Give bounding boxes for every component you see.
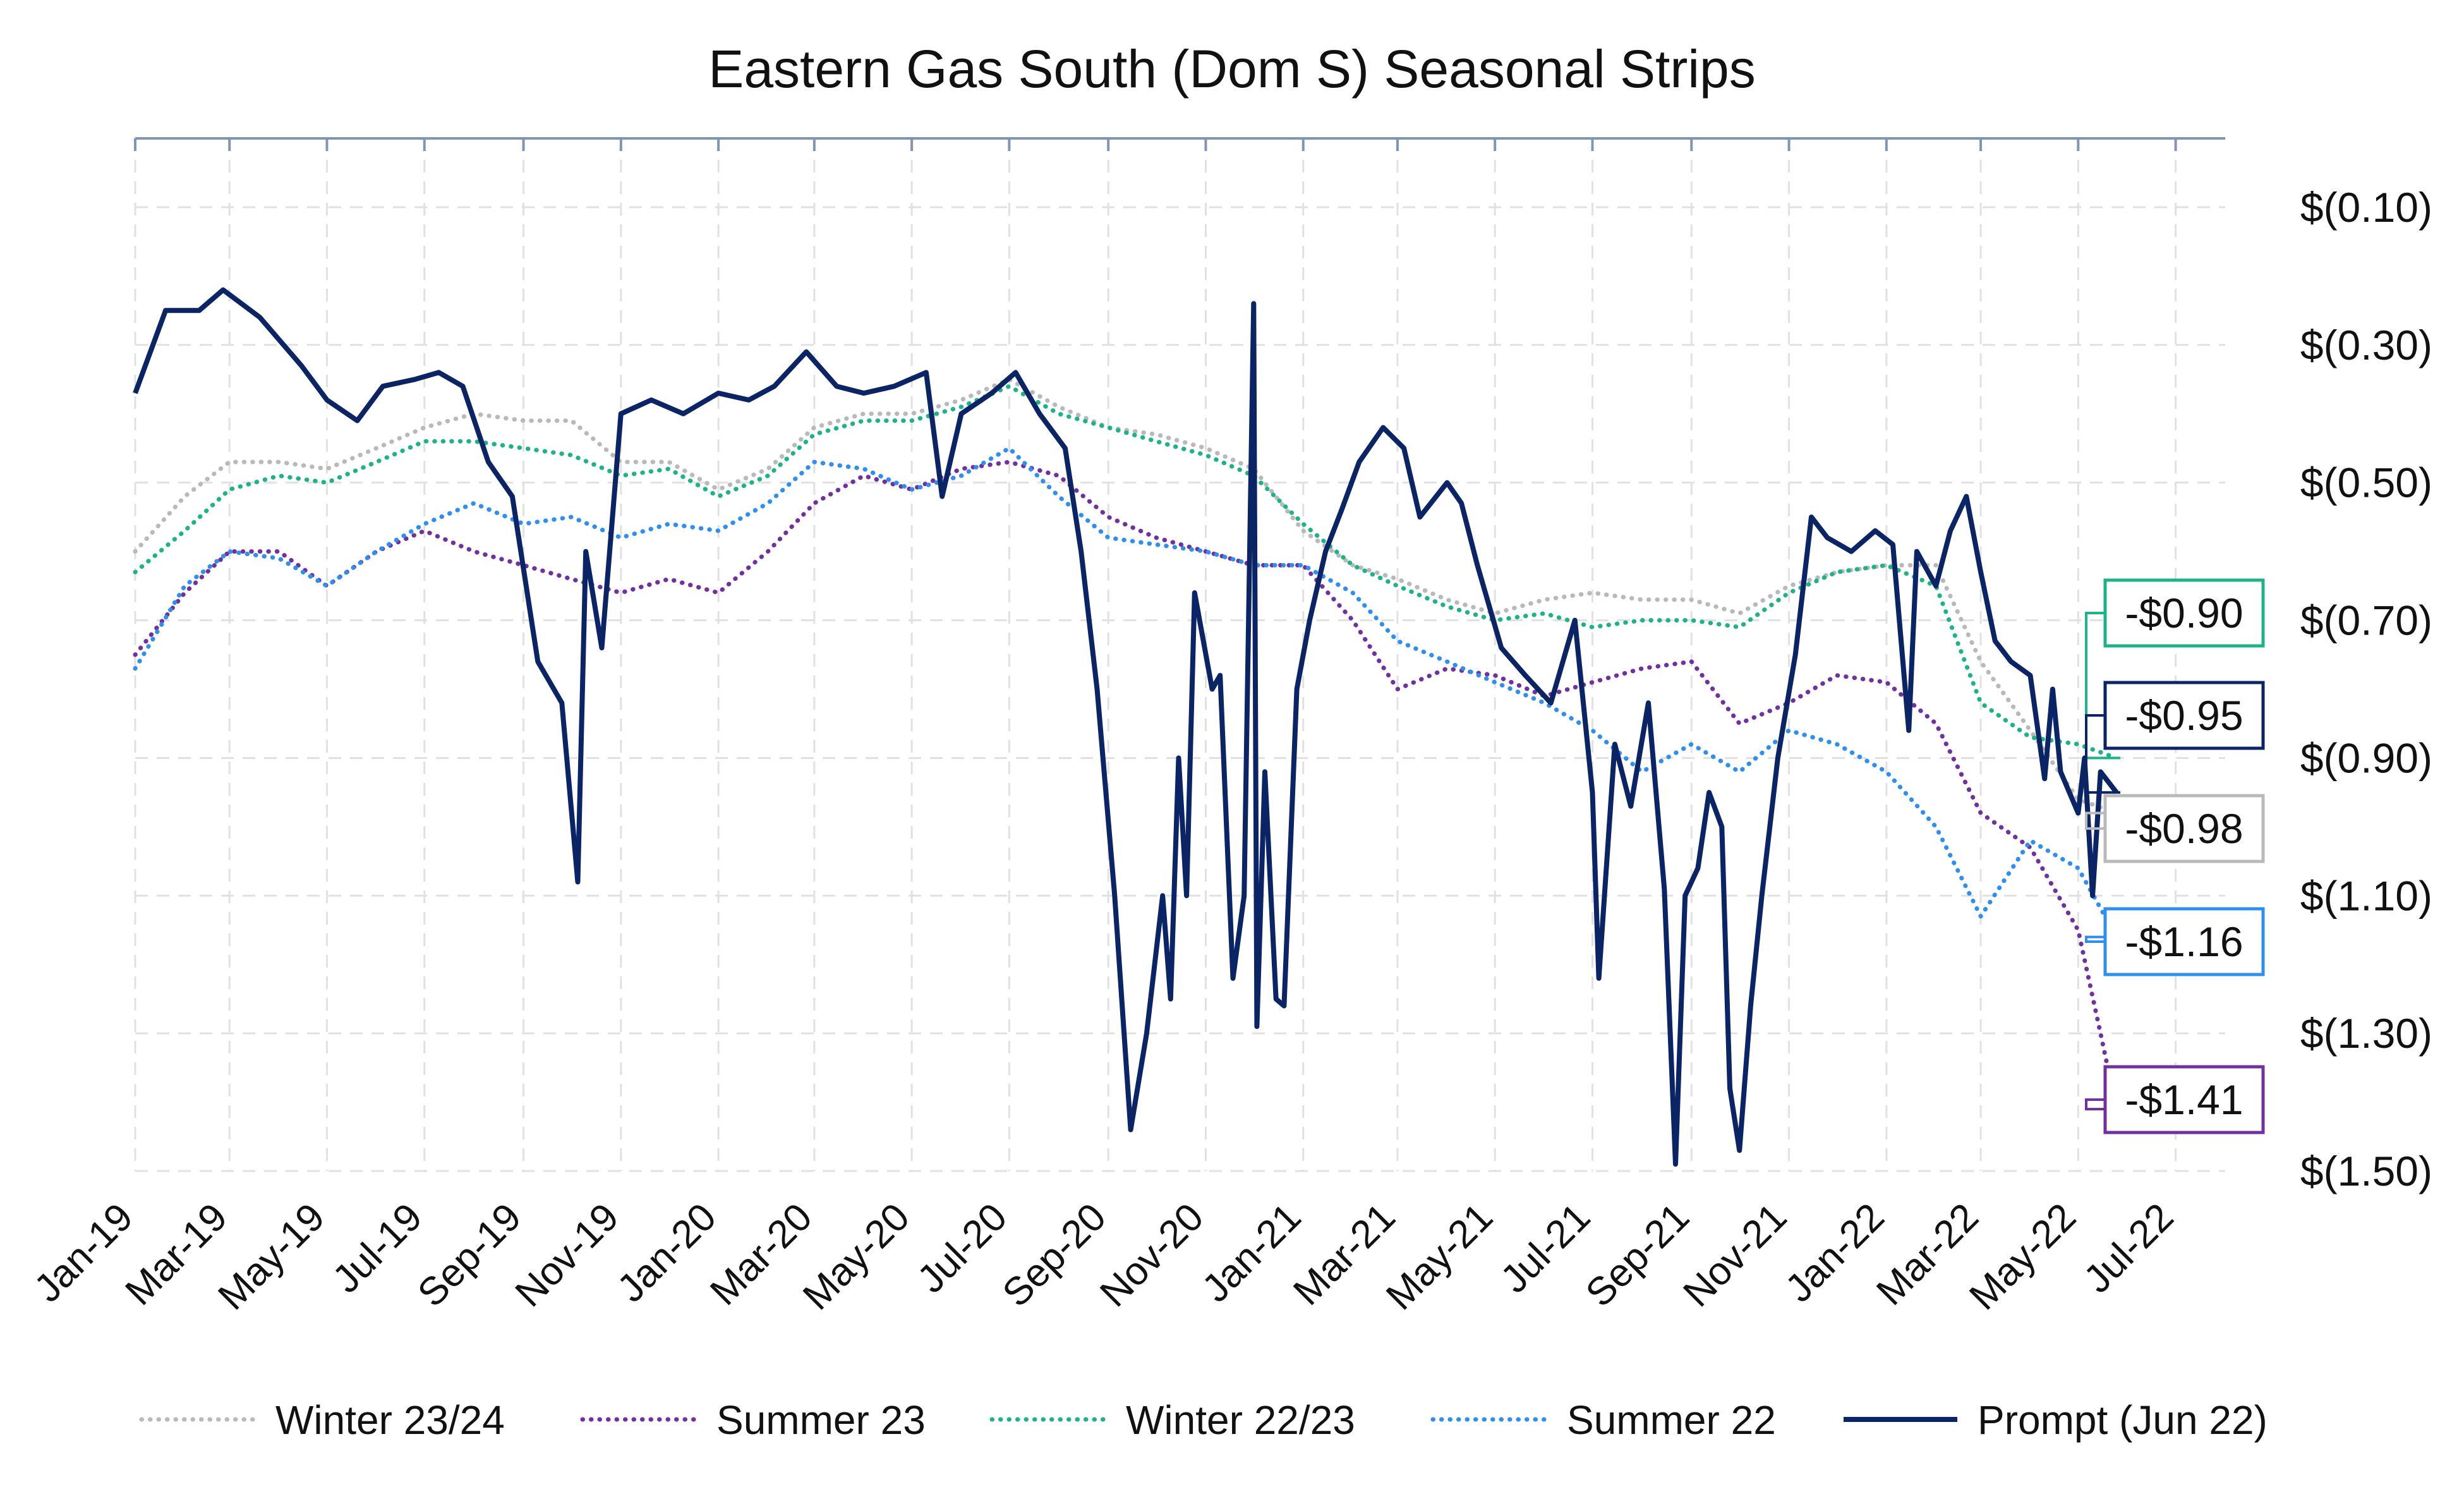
series-line-1 bbox=[133, 459, 2119, 1112]
y-axis-tick-labels: $(0.10) $(0.30) $(0.50) $(0.70) $(0.90) $(1.1… bbox=[2300, 184, 2432, 1194]
series-line-3 bbox=[133, 446, 2119, 940]
x-tick-label: Nov-20 bbox=[1092, 1195, 1212, 1315]
end-label-value: -$0.95 bbox=[2125, 692, 2243, 739]
x-tick-label: May-19 bbox=[210, 1195, 333, 1318]
legend-label: Winter 22/23 bbox=[1126, 1397, 1355, 1443]
legend-label: Summer 22 bbox=[1567, 1397, 1776, 1443]
legend-label: Prompt (Jun 22) bbox=[1978, 1397, 2268, 1443]
y-tick-label: $(1.30) bbox=[2300, 1010, 2432, 1057]
legend: Winter 23/24 Summer 23 Winter 22/23 Summer … bbox=[139, 1397, 2268, 1443]
x-tick-label: May-21 bbox=[1378, 1195, 1501, 1318]
y-tick-label: $(0.70) bbox=[2300, 597, 2432, 644]
x-tick-label: Jan-20 bbox=[609, 1195, 725, 1311]
top-axis-ticks bbox=[134, 138, 2177, 151]
end-label-value: -$1.41 bbox=[2125, 1076, 2243, 1123]
x-tick-label: Nov-19 bbox=[507, 1195, 627, 1315]
x-tick-label: Nov-21 bbox=[1675, 1195, 1795, 1315]
x-tick-label: Sep-20 bbox=[994, 1195, 1114, 1315]
end-label-value: -$0.90 bbox=[2125, 590, 2243, 636]
end-label-leader bbox=[2085, 935, 2121, 943]
chart-title: Eastern Gas South (Dom S) Seasonal Strip… bbox=[708, 39, 1755, 99]
x-tick-label: Jan-22 bbox=[1777, 1195, 1893, 1311]
end-label-box bbox=[2103, 578, 2265, 648]
end-label-leader bbox=[2085, 1098, 2121, 1110]
x-tick-label: May-22 bbox=[1961, 1195, 2084, 1318]
end-label-value: -$0.98 bbox=[2125, 805, 2243, 852]
end-label-box bbox=[2103, 681, 2265, 750]
x-tick-label: Jul-22 bbox=[2075, 1195, 2182, 1301]
end-label-leader bbox=[2085, 612, 2121, 760]
series-line-4 bbox=[133, 287, 2119, 1167]
end-label-box bbox=[2103, 907, 2265, 976]
y-tick-label: $(1.50) bbox=[2300, 1148, 2432, 1194]
x-tick-label: Sep-19 bbox=[409, 1195, 529, 1315]
y-tick-label: $(0.10) bbox=[2300, 184, 2432, 231]
y-tick-label: $(0.30) bbox=[2300, 322, 2432, 368]
series-line-0 bbox=[133, 377, 2119, 815]
series-lines bbox=[133, 287, 2119, 1167]
x-tick-label: Jan-19 bbox=[26, 1195, 142, 1311]
end-label-leader bbox=[2085, 714, 2121, 794]
y-tick-label: $(0.50) bbox=[2300, 459, 2432, 506]
legend-label: Summer 23 bbox=[716, 1397, 926, 1443]
x-tick-label: May-20 bbox=[795, 1195, 918, 1318]
series-line-2 bbox=[133, 384, 2119, 760]
x-tick-label: Sep-21 bbox=[1578, 1195, 1698, 1315]
x-tick-label: Jan-21 bbox=[1194, 1195, 1310, 1311]
end-labels: -$0.98 -$1.41 -$0.90 -$1.16 -$0.95 bbox=[2085, 578, 2265, 1134]
end-label-value: -$1.16 bbox=[2125, 918, 2243, 965]
x-axis-tick-labels: Jan-19Mar-19May-19Jul-19Sep-19Nov-19Jan-… bbox=[26, 1195, 2182, 1318]
end-label-box bbox=[2103, 794, 2265, 863]
legend-label: Winter 23/24 bbox=[275, 1397, 505, 1443]
end-label-box bbox=[2103, 1065, 2265, 1134]
y-tick-label: $(0.90) bbox=[2300, 734, 2432, 781]
end-label-leader bbox=[2085, 811, 2121, 830]
y-tick-label: $(1.10) bbox=[2300, 872, 2432, 919]
